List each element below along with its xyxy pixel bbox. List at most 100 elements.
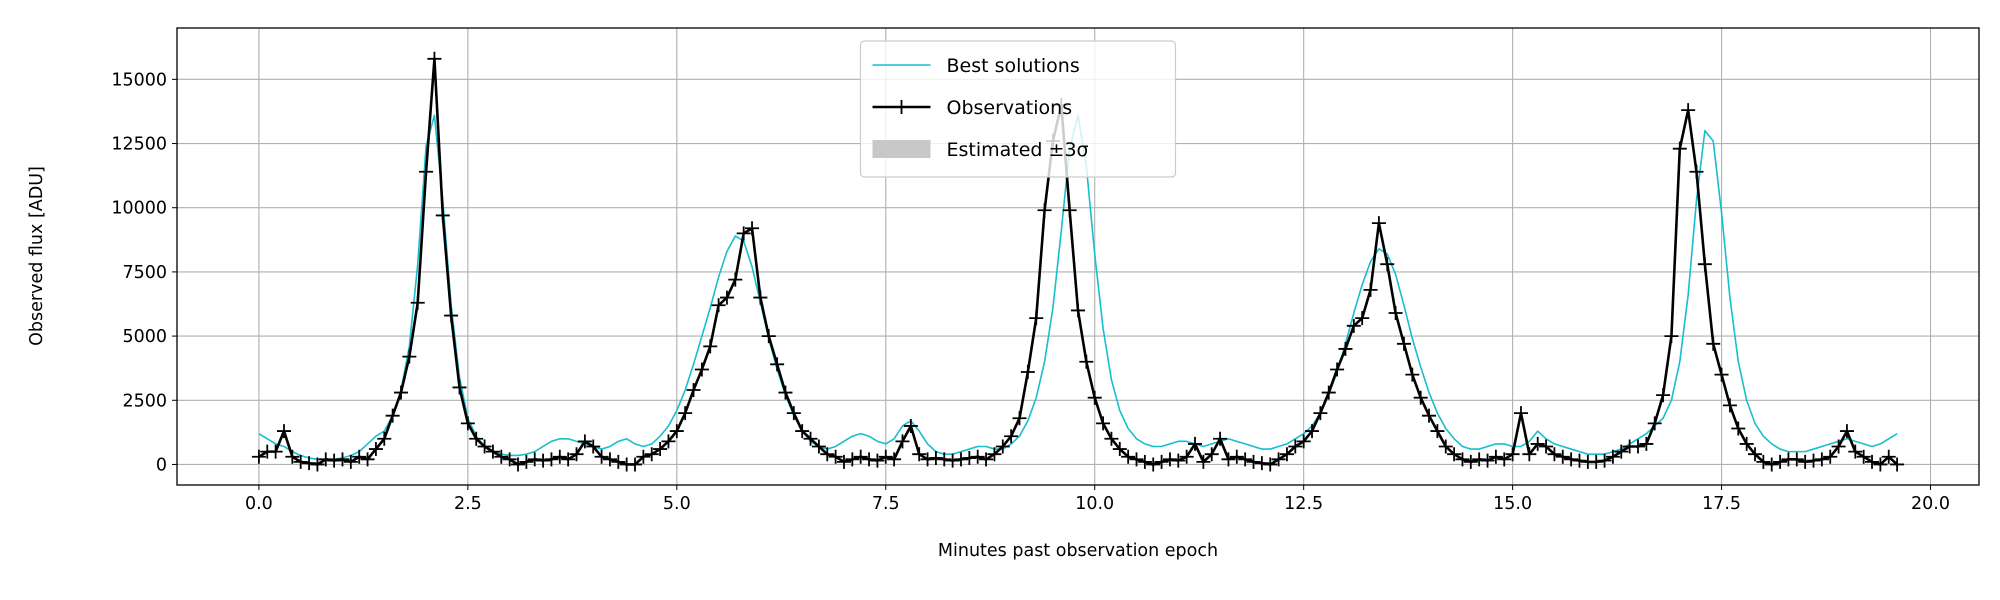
observation-marker (1589, 454, 1604, 469)
x-tick-label: 10.0 (1075, 494, 1114, 514)
observation-marker (912, 447, 927, 462)
legend-marker (894, 100, 909, 114)
observation-marker (552, 449, 567, 464)
observation-marker (452, 380, 467, 395)
observation-marker (1112, 442, 1127, 457)
observation-marker (402, 349, 417, 364)
x-tick-label: 7.5 (872, 494, 900, 514)
observation-marker (770, 357, 785, 372)
observation-marker (494, 449, 509, 464)
observation-marker (1881, 449, 1896, 464)
observation-marker (953, 452, 968, 467)
observation-marker (970, 449, 985, 464)
observation-marker (945, 453, 960, 468)
observation-marker (1639, 436, 1654, 451)
observation-marker (1572, 453, 1587, 468)
observation-marker (1396, 336, 1411, 351)
observation-marker (1330, 362, 1345, 377)
observation-marker (778, 385, 793, 400)
observation-marker (577, 434, 592, 449)
observation-marker (1597, 453, 1612, 468)
observation-marker (853, 449, 868, 464)
observation-marker (1305, 424, 1320, 439)
observation-marker (1121, 449, 1136, 464)
observation-marker (569, 447, 584, 462)
observation-marker (427, 51, 442, 66)
legend-label: Estimated ±3σ (947, 139, 1089, 161)
observation-marker (728, 272, 743, 287)
y-tick-label: 12500 (111, 135, 167, 155)
y-tick-label: 7500 (122, 263, 167, 283)
observation-marker (1204, 447, 1219, 462)
observation-marker (995, 439, 1010, 454)
observation-marker (1238, 452, 1253, 467)
observation-marker (1647, 416, 1662, 431)
observation-marker (1188, 436, 1203, 451)
observation-marker (1831, 439, 1846, 454)
observation-marker (1012, 411, 1027, 426)
observation-marker (1748, 447, 1762, 462)
observation-marker (1823, 449, 1838, 464)
observation-marker (435, 208, 450, 223)
observation-marker (962, 451, 977, 466)
observation-marker (293, 454, 308, 469)
observation-marker (1020, 365, 1035, 380)
observation-marker (887, 452, 902, 467)
observation-marker (928, 451, 943, 466)
observation-marker (1455, 452, 1470, 467)
observation-marker (335, 452, 350, 467)
observation-marker (836, 454, 851, 469)
observation-marker (1630, 439, 1645, 454)
observation-marker (1447, 447, 1462, 462)
observation-marker (410, 295, 425, 310)
observation-marker (1087, 390, 1102, 405)
observation-marker (1463, 454, 1478, 469)
observation-marker (469, 431, 484, 446)
observation-marker (511, 457, 526, 472)
observation-marker (1873, 457, 1888, 472)
observation-marker (1806, 453, 1821, 468)
observation-marker (1497, 452, 1512, 467)
y-tick-label: 10000 (111, 199, 167, 219)
x-tick-label: 5.0 (663, 494, 691, 514)
x-tick-label: 0.0 (245, 494, 273, 514)
legend-label: Best solutions (947, 55, 1080, 77)
observation-marker (1555, 449, 1570, 464)
observation-marker (1313, 406, 1328, 421)
observation-marker (1681, 103, 1696, 118)
observation-marker (1371, 216, 1386, 231)
observation-marker (1697, 257, 1712, 272)
observation-marker (745, 221, 760, 236)
observation-marker (703, 339, 718, 354)
observation-marker (719, 290, 734, 305)
observation-marker (736, 226, 751, 241)
observation-marker (1179, 449, 1194, 464)
observation-marker (1079, 354, 1094, 369)
observation-marker (895, 434, 910, 449)
observation-marker (795, 424, 810, 439)
observation-marker (811, 439, 826, 454)
observation-marker (920, 452, 935, 467)
observation-marker (862, 452, 877, 467)
observation-marker (276, 424, 291, 439)
observation-marker (1346, 318, 1361, 333)
observation-marker (1605, 449, 1620, 464)
x-tick-label: 17.5 (1702, 494, 1741, 514)
y-tick-label: 15000 (111, 70, 167, 90)
observation-marker (360, 452, 375, 467)
observation-marker (419, 164, 434, 179)
observation-marker (628, 457, 643, 472)
observation-marker (1714, 367, 1729, 382)
observation-marker (1564, 452, 1579, 467)
observation-marker (536, 453, 551, 468)
observation-marker (979, 452, 994, 467)
observation-marker (1221, 452, 1236, 467)
observation-marker (1865, 454, 1880, 469)
observation-marker (1488, 449, 1503, 464)
observation-marker (828, 449, 843, 464)
observation-marker (561, 452, 576, 467)
observation-marker (1848, 444, 1863, 459)
observation-marker (1789, 452, 1804, 467)
observation-marker (485, 444, 500, 459)
observation-marker (1422, 408, 1437, 423)
